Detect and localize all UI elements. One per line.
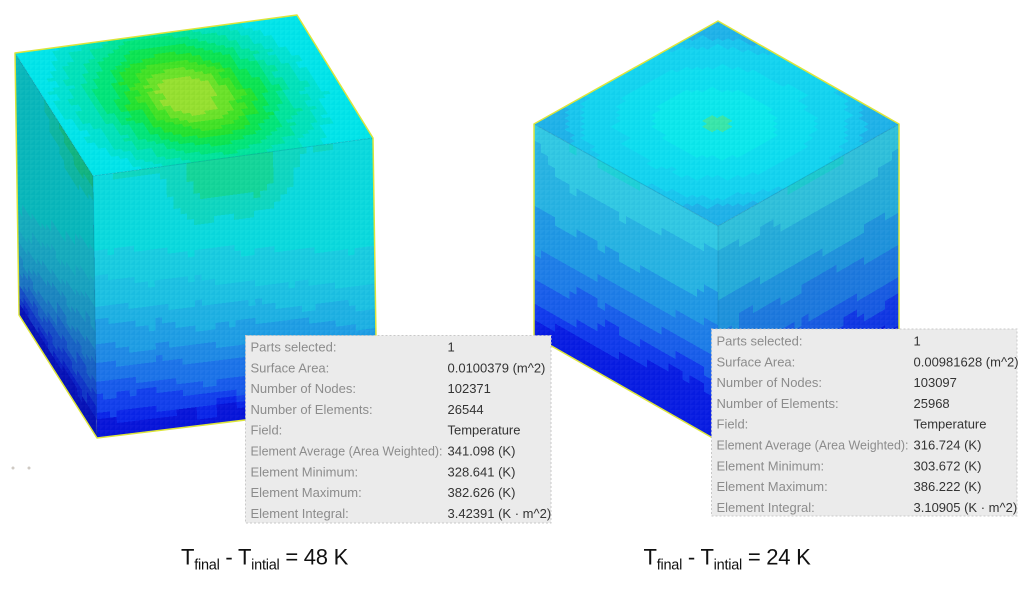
svg-text:Number of Nodes:: Number of Nodes: bbox=[717, 375, 823, 390]
svg-text:Number of Elements:: Number of Elements: bbox=[251, 402, 373, 417]
svg-text:26544: 26544 bbox=[448, 402, 484, 417]
svg-text:Number of Elements:: Number of Elements: bbox=[717, 396, 839, 411]
svg-text:Surface Area:: Surface Area: bbox=[717, 354, 796, 369]
svg-text:Parts selected:: Parts selected: bbox=[717, 334, 803, 349]
svg-text:303.672 (K): 303.672 (K) bbox=[914, 458, 982, 473]
svg-text:0.00981628 (m^2): 0.00981628 (m^2) bbox=[914, 354, 1019, 369]
svg-text:102371: 102371 bbox=[448, 381, 491, 396]
svg-text:1: 1 bbox=[448, 340, 455, 355]
svg-text:328.641 (K): 328.641 (K) bbox=[448, 464, 516, 479]
svg-text:Temperature: Temperature bbox=[448, 423, 521, 438]
svg-text:Parts selected:: Parts selected: bbox=[251, 340, 337, 355]
svg-text:316.724 (K): 316.724 (K) bbox=[914, 438, 982, 453]
svg-text:386.222 (K): 386.222 (K) bbox=[914, 479, 982, 494]
svg-text:3.42391 (K · m^2): 3.42391 (K · m^2) bbox=[448, 506, 552, 521]
svg-text:1: 1 bbox=[914, 334, 921, 349]
svg-text:Field:: Field: bbox=[717, 417, 749, 432]
svg-text:Element Minimum:: Element Minimum: bbox=[717, 458, 825, 473]
svg-text:Field:: Field: bbox=[251, 423, 283, 438]
svg-text:3.10905 (K · m^2): 3.10905 (K · m^2) bbox=[914, 500, 1018, 515]
svg-text:0.0100379 (m^2): 0.0100379 (m^2) bbox=[448, 360, 546, 375]
svg-text:Element Integral:: Element Integral: bbox=[251, 506, 349, 521]
svg-text:Element Average (Area Weighted: Element Average (Area Weighted): bbox=[251, 444, 443, 459]
svg-text:Element Maximum:: Element Maximum: bbox=[717, 479, 828, 494]
svg-text:382.626 (K): 382.626 (K) bbox=[448, 485, 516, 500]
svg-text:Element Maximum:: Element Maximum: bbox=[251, 485, 362, 500]
svg-text:25968: 25968 bbox=[914, 396, 950, 411]
svg-text:Element Integral:: Element Integral: bbox=[717, 500, 815, 515]
svg-text:Temperature: Temperature bbox=[914, 417, 987, 432]
svg-text:Number of Nodes:: Number of Nodes: bbox=[251, 381, 357, 396]
svg-text:Element Average (Area Weighted: Element Average (Area Weighted): bbox=[717, 438, 909, 453]
svg-text:103097: 103097 bbox=[914, 375, 957, 390]
svg-text:341.098 (K): 341.098 (K) bbox=[448, 444, 516, 459]
svg-text:Surface Area:: Surface Area: bbox=[251, 360, 330, 375]
svg-text:Element Minimum:: Element Minimum: bbox=[251, 464, 359, 479]
